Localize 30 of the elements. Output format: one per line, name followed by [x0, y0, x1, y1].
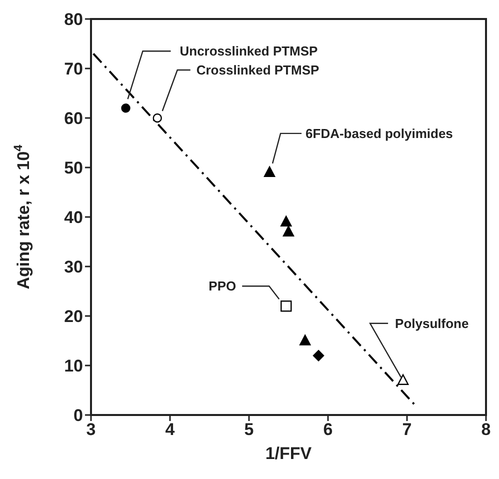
x-tick-label: 8 — [481, 420, 491, 440]
x-tick-label: 5 — [244, 420, 254, 440]
text: Polysulfone — [395, 316, 469, 331]
text: Crosslinked PTMSP — [196, 62, 320, 78]
text: PPO — [208, 278, 236, 294]
y-tick-label: 70 — [64, 60, 83, 79]
point — [312, 350, 324, 362]
y-tick-label: 40 — [64, 208, 83, 228]
y-tick-label: 10 — [64, 356, 83, 376]
text: Uncrosslinked PTMSP — [180, 44, 318, 59]
point — [397, 374, 409, 385]
y-tick-label: 80 — [64, 10, 83, 30]
y-tick-label: 50 — [64, 158, 83, 178]
text: 6FDA-based polyimides — [306, 126, 453, 141]
x-axis-title: 1/FFV — [265, 444, 312, 463]
y-tick-label: 20 — [64, 307, 83, 326]
x-tick-label: 7 — [402, 420, 412, 440]
x-tick-label: 4 — [165, 420, 176, 440]
y-tick-label: 60 — [64, 109, 83, 128]
point — [280, 216, 292, 227]
y-tick-label: 0 — [74, 406, 83, 426]
x-tick-label: 6 — [323, 420, 333, 440]
x-tick-label: 3 — [86, 420, 96, 440]
point — [121, 104, 130, 113]
point — [299, 334, 311, 346]
point — [152, 113, 162, 123]
y-tick-label: 30 — [64, 258, 83, 277]
point — [264, 166, 276, 178]
point — [280, 300, 292, 312]
point — [282, 226, 294, 236]
